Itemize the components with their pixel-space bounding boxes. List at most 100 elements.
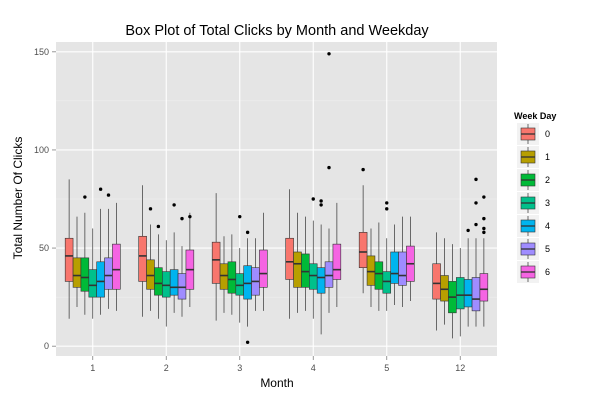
x-tick-label: 12 — [455, 363, 465, 373]
box-body — [366, 255, 376, 286]
box-body — [374, 261, 384, 290]
y-tick-label: 150 — [34, 47, 49, 57]
outlier-point — [148, 207, 153, 211]
legend-item-2: 2 — [517, 169, 550, 191]
outlier-point — [180, 216, 184, 221]
outlier-point — [482, 216, 486, 221]
outlier-point — [98, 187, 103, 191]
box-body — [235, 273, 244, 296]
box-1-12 — [440, 238, 449, 325]
box-body — [382, 271, 391, 294]
box-1-1 — [72, 216, 82, 307]
box-6-12 — [479, 195, 489, 327]
outlier-point — [188, 214, 192, 219]
legend-label: 1 — [545, 152, 550, 162]
box-0-5 — [358, 167, 368, 294]
box-body — [227, 261, 237, 294]
legend-title: Week Day — [514, 111, 556, 121]
outlier-point — [474, 177, 478, 182]
outlier-point — [482, 195, 486, 199]
box-body — [88, 269, 97, 298]
box-body — [479, 273, 489, 302]
y-tick-label: 0 — [44, 341, 49, 351]
y-axis: 0 50 100 150 — [34, 47, 56, 351]
outlier-point — [474, 222, 478, 227]
box-body — [471, 277, 481, 312]
box-body — [243, 265, 252, 300]
legend-label: 5 — [545, 244, 550, 254]
outlier-point — [361, 167, 365, 172]
x-axis: 1 2 3 4 5 12 — [90, 356, 465, 373]
box-body — [332, 243, 342, 280]
legend-item-1: 1 — [517, 146, 550, 168]
outlier-point — [245, 230, 250, 235]
x-tick-label: 3 — [237, 363, 242, 373]
legend: Week Day 0 1 2 3 4 5 6 — [514, 111, 556, 283]
legend-label: 4 — [545, 221, 550, 231]
x-tick-label: 4 — [311, 363, 316, 373]
box-body — [211, 241, 221, 284]
legend-label: 2 — [545, 175, 550, 185]
box-body — [162, 271, 171, 298]
box-body — [154, 267, 163, 296]
box-body — [432, 263, 441, 300]
box-body — [309, 263, 318, 290]
box-body — [169, 269, 179, 296]
box-3-2 — [162, 240, 171, 327]
legend-label: 6 — [545, 267, 550, 277]
outlier-point — [327, 165, 331, 170]
chart-title: Box Plot of Total Clicks by Month and We… — [125, 23, 429, 39]
box-body — [259, 249, 268, 288]
outlier-point — [385, 201, 389, 205]
box-body — [219, 263, 229, 290]
outlier-point — [319, 199, 323, 203]
box-6-5 — [406, 216, 415, 302]
box-body — [316, 267, 326, 294]
outlier-point — [319, 203, 323, 207]
outlier-point — [482, 226, 486, 231]
outlier-point — [172, 203, 176, 207]
box-body — [146, 259, 155, 290]
box-body — [390, 251, 399, 284]
box-3-12 — [456, 248, 465, 337]
box-body — [112, 243, 121, 290]
outlier-point — [245, 340, 250, 344]
outlier-point — [466, 228, 470, 233]
outlier-point — [474, 201, 478, 205]
x-axis-title: Month — [260, 376, 293, 390]
box-0-2 — [138, 185, 147, 317]
box-4-3 — [243, 230, 252, 344]
box-body — [177, 273, 187, 300]
box-body — [358, 232, 368, 268]
legend-label: 0 — [545, 129, 550, 139]
box-3-4 — [309, 197, 318, 319]
outlier-point — [482, 230, 486, 235]
outlier-point — [311, 197, 315, 201]
box-4-1 — [96, 187, 105, 315]
box-body — [324, 261, 334, 288]
boxes-layer — [64, 52, 489, 344]
x-tick-label: 1 — [90, 363, 95, 373]
x-tick-label: 2 — [164, 363, 169, 373]
box-body — [440, 275, 449, 302]
box-body — [293, 251, 302, 288]
outlier-point — [83, 195, 87, 199]
box-1-2 — [146, 207, 155, 311]
box-body — [64, 237, 74, 282]
box-6-3 — [259, 212, 268, 311]
outlier-point — [156, 224, 161, 229]
y-axis-title: Total Number Of Clicks — [11, 137, 25, 260]
box-3-3 — [235, 214, 244, 323]
box-2-12 — [448, 244, 457, 339]
box-5-12 — [471, 177, 481, 327]
y-tick-label: 50 — [39, 243, 49, 253]
box-5-4 — [324, 52, 334, 313]
box-4-4 — [316, 199, 326, 335]
box-0-3 — [211, 193, 221, 321]
box-body — [456, 277, 465, 310]
outlier-point — [238, 214, 242, 219]
box-2-2 — [154, 224, 163, 319]
legend-item-4: 4 — [517, 215, 550, 237]
y-tick-label: 100 — [34, 145, 49, 155]
